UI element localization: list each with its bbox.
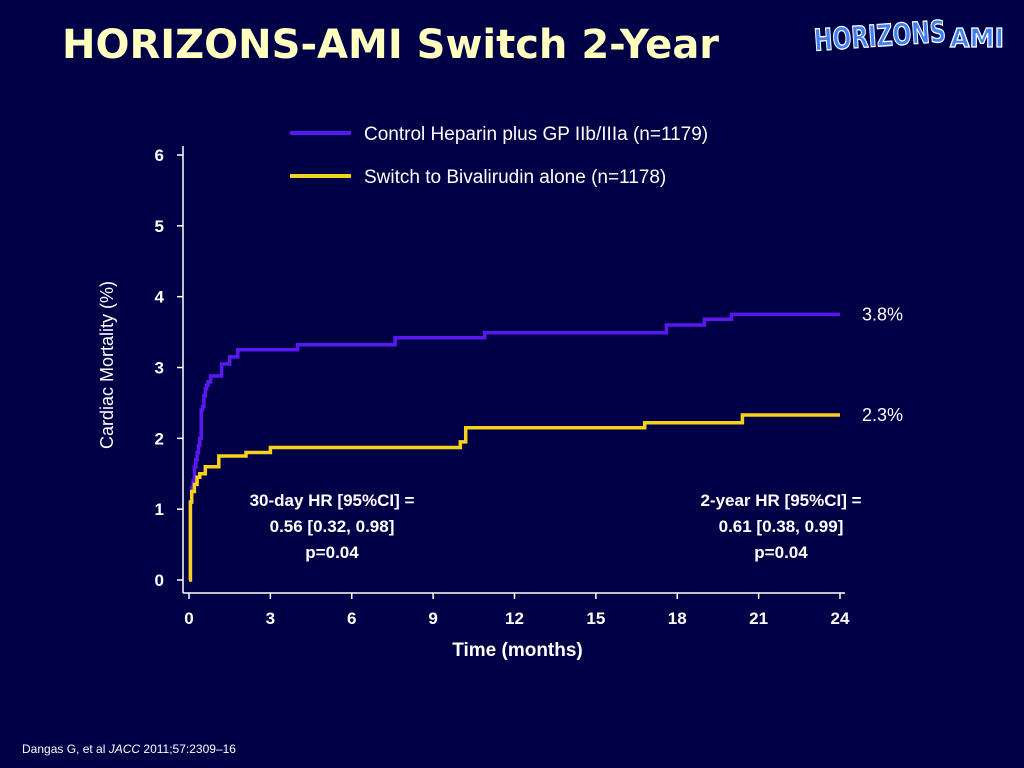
x-tick-label: 9 xyxy=(428,609,437,628)
citation-authors: Dangas G, et al xyxy=(22,742,106,756)
chart-series xyxy=(188,312,840,582)
citation-journal: JACC xyxy=(108,742,141,756)
annotation-line: p=0.04 xyxy=(754,543,808,562)
x-tick-label: 24 xyxy=(831,609,850,628)
annotation-line: 2-year HR [95%CI] = xyxy=(700,491,861,510)
legend-label: Control Heparin plus GP IIb/IIIa (n=1179… xyxy=(364,124,708,145)
citation-ref: 2011;57:2309–16 xyxy=(143,742,236,756)
switch-series-line xyxy=(188,413,840,582)
control-series-line xyxy=(188,312,840,582)
y-tick-label: 6 xyxy=(155,146,164,165)
annotation-line: p=0.04 xyxy=(305,543,359,562)
annotation-line: 0.61 [0.38, 0.99] xyxy=(719,517,844,536)
chart-legend: Control Heparin plus GP IIb/IIIa (n=1179… xyxy=(290,124,708,188)
x-axis-label: Time (months) xyxy=(452,640,583,661)
x-tick-label: 18 xyxy=(668,609,687,628)
y-tick-label: 1 xyxy=(155,500,164,519)
y-tick-label: 5 xyxy=(155,217,164,236)
y-tick-label: 0 xyxy=(155,571,164,590)
hr-2year-annotation: 2-year HR [95%CI] = 0.61 [0.38, 0.99] p=0.… xyxy=(700,491,861,562)
x-tick-label: 3 xyxy=(266,609,275,628)
legend-label: Switch to Bivalirudin alone (n=1178) xyxy=(364,167,666,188)
x-tick-label: 0 xyxy=(184,609,193,628)
switch-end-label: 2.3% xyxy=(862,405,903,425)
annotation-line: 0.56 [0.32, 0.98] xyxy=(270,517,395,536)
annotation-line: 30-day HR [95%CI] = xyxy=(250,491,415,510)
hr-30day-annotation: 30-day HR [95%CI] = 0.56 [0.32, 0.98] p=0.… xyxy=(250,491,415,562)
slide-title: HORIZONS-AMI Switch 2-Year xyxy=(62,22,720,68)
chart-labels: 3.8% 2.3% 30-day HR [95%CI] = 0.56 [0.32, 0… xyxy=(250,304,903,562)
y-axis-label: Cardiac Mortality (%) xyxy=(97,281,117,449)
citation: Dangas G, et al JACC 2011;57:2309–16 xyxy=(22,742,236,756)
y-tick-label: 4 xyxy=(155,288,165,307)
legend-item: Switch to Bivalirudin alone (n=1178) xyxy=(290,167,666,188)
x-tick-label: 21 xyxy=(749,609,768,628)
control-end-label: 3.8% xyxy=(862,304,903,324)
legend-item: Control Heparin plus GP IIb/IIIa (n=1179… xyxy=(290,124,708,145)
x-tick-label: 12 xyxy=(505,609,524,628)
y-tick-label: 3 xyxy=(155,359,164,378)
logo-suffix-text: AMI xyxy=(950,24,1004,54)
x-tick-label: 6 xyxy=(347,609,356,628)
horizons-ami-logo: HORIZONS AMI xyxy=(812,14,1004,56)
y-tick-label: 2 xyxy=(155,429,164,448)
x-tick-label: 15 xyxy=(586,609,605,628)
